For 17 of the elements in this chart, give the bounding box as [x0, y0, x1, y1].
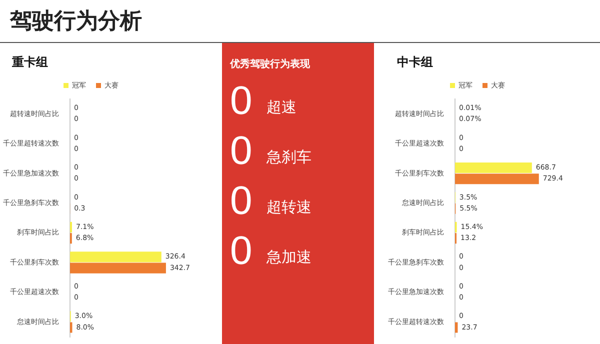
- bar: [455, 174, 539, 184]
- data-label: 0: [230, 229, 252, 273]
- category-label: 急刹车: [266, 148, 312, 167]
- bar: [70, 262, 166, 274]
- data-label: 0: [230, 129, 252, 173]
- data-label: 0: [230, 79, 252, 123]
- chart-title: 驾驶行为分析: [10, 8, 142, 36]
- chart-subtitle: 重卡组: [12, 54, 49, 71]
- category-label: 超速: [266, 98, 296, 117]
- category-label: 急加速: [266, 248, 312, 267]
- chart-title: 中卡组: [397, 54, 434, 71]
- category-label: 超转速: [266, 198, 312, 217]
- data-label: 0: [230, 179, 252, 223]
- bar: [70, 252, 162, 262]
- text: 优秀驾驶行为表现: [230, 58, 311, 71]
- bar: [455, 162, 532, 174]
- bar: [455, 322, 458, 333]
